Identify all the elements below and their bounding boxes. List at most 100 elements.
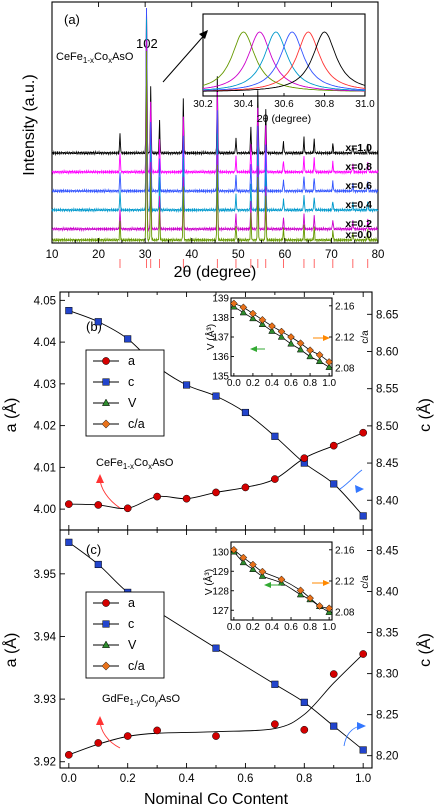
inset-y-tick-label-left: 129: [212, 567, 229, 578]
inset-y-tick-label-left: 135: [212, 372, 229, 383]
ca-marker: [277, 575, 286, 584]
legend-marker: [101, 640, 111, 648]
ca-marker: [277, 327, 286, 336]
y-tick-label-right: 8.60: [376, 347, 398, 359]
inset-x-tick-label: 30.2: [193, 99, 213, 110]
inset-c-left-label: V (Å³): [202, 569, 215, 595]
a-marker: [123, 732, 132, 740]
inset-x-tick-label: 30.6: [274, 99, 294, 110]
y-tick-label-right: 8.35: [376, 628, 398, 640]
c-marker: [300, 698, 308, 706]
reference-ticks: [119, 259, 369, 268]
ca-marker: [258, 567, 267, 576]
y-tick-label-left: 4.03: [34, 379, 56, 391]
y-tick-label-right: 8.30: [376, 669, 398, 681]
y-tick-label-right: 8.20: [376, 751, 398, 763]
inset-x-tick-label: 0.6: [284, 622, 298, 633]
y-tick-label-right: 8.45: [376, 458, 398, 470]
panel-c-inset: 127 128 129 130 2.08 2.12 2.16 0.0 0.2 0.4 0.6 0.8 1…: [202, 541, 371, 633]
x-tick-label: 0.8: [296, 773, 312, 785]
x-tick-label: 0.2: [120, 773, 136, 785]
c-marker: [65, 307, 73, 315]
y-tick-label-left: 4.00: [34, 504, 56, 516]
inset-y-tick-label-right: 2.16: [335, 301, 355, 312]
ca-marker: [325, 604, 333, 613]
legend-marker: [102, 620, 110, 628]
ca-marker: [230, 545, 238, 554]
panel-a-x-label: 2θ (degree): [174, 264, 257, 281]
c-marker: [94, 560, 102, 569]
a-line: [68, 432, 364, 510]
series-label: x=0.2: [345, 218, 372, 230]
a-marker: [64, 500, 73, 508]
panel-c-right-label: c (Å): [415, 633, 434, 667]
V-marker: [277, 332, 286, 340]
inset-x-tick-label: 1.0: [322, 378, 336, 389]
a-marker: [329, 670, 338, 678]
c-marker: [212, 644, 220, 652]
V-marker: [325, 363, 333, 370]
legend-marker: [101, 661, 111, 671]
panel-b-inset: 135 136 137 138 139 2.08 2.12 2.16 0.0 0.2 0.4 0.6 0…: [204, 294, 371, 390]
panel-b-x-ticks: [68, 292, 364, 530]
inset-x-tick-label: 30.8: [315, 99, 335, 110]
ca-marker: [230, 299, 238, 308]
inset-c-series: [230, 545, 333, 615]
panel-c-x-label: Nominal Co Content: [144, 791, 289, 808]
ca-marker: [306, 346, 314, 355]
inset-y-tick-label-right: 2.08: [335, 364, 355, 375]
V-marker: [258, 320, 267, 327]
inset-y-tick-label-right: 2.16: [335, 545, 355, 556]
x-tick-label: 80: [372, 249, 385, 261]
series-label: x=0.6: [345, 180, 372, 192]
a-marker: [300, 725, 309, 734]
a-marker: [329, 441, 338, 450]
c-marker: [65, 538, 73, 546]
inset-x-tick-label: 31.0: [355, 99, 375, 110]
inset-y-tick-label-right: 2.12: [335, 577, 355, 588]
panel-a-compound: CeFe1-xCoxAsO: [56, 51, 134, 65]
series-labels: x=1.0 x=0.8 x=0.6 x=0.4 x=0.2x=0.0: [345, 142, 372, 241]
panel-b-compound: CeFe1-xCoxAsO: [96, 457, 174, 471]
V-marker: [268, 327, 276, 334]
x-tick-label: 70: [325, 249, 338, 261]
y-tick-label-left: 4.04: [34, 337, 57, 349]
panel-a-tag: (a): [64, 12, 80, 27]
inset-peak: [203, 31, 366, 92]
ca-marker: [296, 586, 305, 595]
inset-b-left-label: V (Å³): [204, 324, 217, 350]
panel-c-compound: GdFe1-yCoyAsO: [102, 693, 181, 707]
zoom-arrow: [162, 31, 208, 83]
y-tick-label-right: 8.40: [376, 587, 398, 599]
a-marker: [182, 494, 191, 503]
V-marker: [258, 572, 267, 579]
panel-b-lattice-ce: (b) CeFe1-xCoxAsO 4.004.014.024.034.044.…: [1, 291, 434, 531]
a-marker: [271, 720, 279, 729]
inset-b-right-label: c/a: [360, 330, 371, 344]
y-tick-label-right: 8.25: [376, 710, 398, 722]
a-marker: [153, 726, 161, 735]
inset-x-tick-label: 30.4: [234, 99, 254, 110]
inset-b-orange-arrow-head: [323, 335, 330, 341]
y-tick-label-right: 8.65: [376, 309, 398, 321]
a-marker: [94, 501, 103, 509]
y-tick-label-left: 4.05: [34, 295, 56, 307]
panel-c-lattice-gd: (c) GdFe1-yCoyAsO 3.923.933.943.95 8.208…: [1, 529, 434, 808]
x-tick-label: 40: [185, 249, 198, 261]
a-line: [68, 653, 364, 756]
ca-marker: [268, 322, 276, 330]
a-marker: [241, 483, 250, 492]
legend-marker: [102, 378, 110, 386]
panel-b-left-ticks: 4.00 4.01 4.02 4.03 4.04 4.05: [34, 295, 65, 516]
legend-label: c/a: [128, 417, 145, 431]
y-tick-label-left: 3.95: [34, 569, 56, 581]
inset-b-green-arrow-head: [250, 346, 257, 352]
x-tick-label: 50: [232, 249, 245, 261]
inset-a-x-label: 2θ (degree): [257, 113, 311, 125]
ca-marker: [306, 594, 314, 603]
inset-c-axes: 127 128 129 130 2.08 2.12 2.16 0.0 0.2 0.4 0.6 0.8 1…: [212, 545, 355, 633]
series-label: x=1.0: [345, 142, 372, 154]
